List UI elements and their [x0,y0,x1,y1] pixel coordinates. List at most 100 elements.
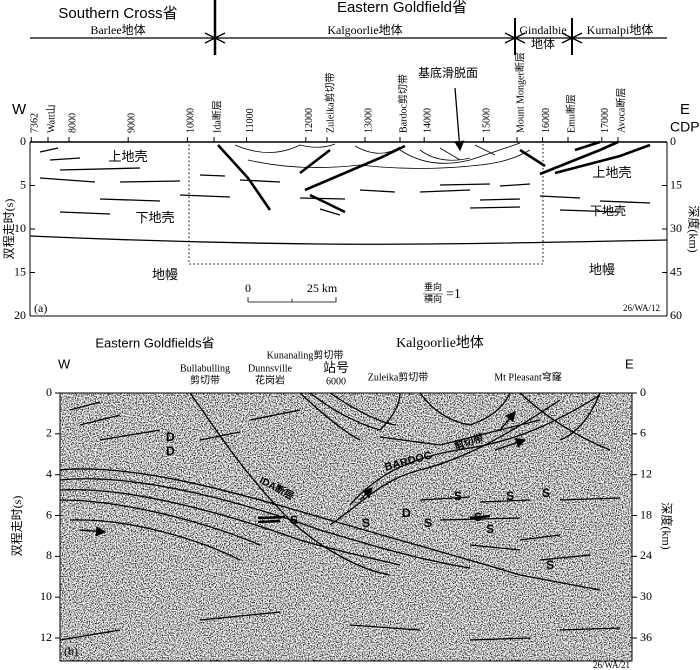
axis-tick-label: 2 [46,426,52,440]
feature-label: 花岗岩 [255,373,285,386]
axis-tick-label: 36 [640,630,652,644]
cdp-label: Watt山 [45,104,57,133]
axis-tick-label: 30 [640,589,652,603]
axis-tick-label: 30 [670,221,682,235]
axes-a: 0 5 10 15 20 0 15 30 45 60 [14,134,682,322]
ratio-label: 横向 [424,293,442,304]
axis-tick-label: 4 [46,466,52,480]
s-mark: S [362,516,370,530]
s-mark: S [474,510,482,524]
axis-tick-label: 18 [640,507,652,521]
province-label: Eastern Goldfield省 [337,0,467,16]
s-mark: S [506,489,514,503]
s-mark: S [454,489,462,503]
axis-tick-label: 0 [640,385,646,399]
axis-tick-label: 10 [40,589,52,603]
terrane-label: 地体 [531,37,555,51]
cdp-label: 8000 [67,113,78,133]
axis-tick-label: 45 [670,264,682,278]
axis-tick-label: 6 [640,426,646,440]
axis-tick-label: 15 [14,264,26,278]
annotation: 地幔 [589,262,615,277]
feature-label: Bullabulling [180,363,230,374]
annotation: 地幔 [152,267,178,282]
cdp-label: 10000 [186,108,197,133]
axis-tick-label: 60 [670,308,682,322]
s-mark: S [486,522,494,536]
cdp-label: 12000 [304,108,315,133]
axis-tick-label: 15 [670,177,682,191]
cdp-label: 9000 [126,113,137,133]
s-marks: S S S SS S SSS [290,486,554,572]
axis-title: 深度(km) [686,205,700,252]
east-label: E [680,101,690,118]
west-label: W [12,101,27,118]
axis-title: 双程走时(s) [1,199,16,260]
reflectors-b [59,392,621,641]
province-label: Southern Cross省 [58,5,177,22]
cdp-label: 11000 [245,108,256,133]
cdp-label: Emu断层 [564,94,577,133]
annotation: 上地壳 [592,165,631,180]
cdp-label: 7362 [30,113,41,133]
annotation: 下地壳 [135,210,174,225]
axis-title: 双程走时(s) [9,496,24,557]
axis-title: 深度(km) [659,502,674,549]
ratio-label: =1 [446,287,461,302]
scale-label: 25 km [307,281,338,295]
figure-code: 26/WA/21 [593,660,630,670]
cdp-label: 17000 [600,108,611,133]
feature-label: Zuleika剪切带 [368,370,429,383]
terrane-label: Barlee地体 [90,23,145,37]
axis-tick-label: 0 [670,134,676,148]
axis-tick-label: 8 [46,548,52,562]
cdp-label: Mount Monger断层 [513,52,526,133]
scale-label: 0 [245,281,251,295]
cdp-label: Avoca断层 [614,88,627,133]
axis-tick-label: 10 [14,221,26,235]
panel-label: (b) [64,644,78,658]
feature-label: Dunnsville [248,363,292,374]
annotation: 下地壳 [590,204,626,218]
terrane-label: Kurnalpi地体 [587,23,654,37]
reflectors-a [29,87,668,245]
cdp-title: CDP [670,119,700,135]
feature-label: 剪切带 [190,373,220,386]
feature-label: Mt Pleasant穹窿 [494,370,562,383]
terrane-label: Kalgoorlie地体 [396,335,484,351]
axis-tick-label: 12 [40,630,52,644]
panel-label: (a) [34,301,47,315]
feature-label: 站号 [323,360,349,375]
feature-label: Kunanaling剪切带 [267,348,344,361]
cdp-label: Bardoc剪切带 [396,74,409,133]
s-mark: S [424,516,432,530]
terrane-label: Gindalbie [519,23,566,37]
province-bar [30,0,667,55]
east-label: E [625,356,634,371]
cdp-label: 14000 [422,108,433,133]
annotation: D [166,430,175,444]
axis-tick-label: 20 [14,308,26,322]
ratio-label: 垂向 [424,281,442,292]
s-mark: S [290,513,298,527]
cdp-label: Ida断层 [210,100,223,133]
seismic-section [59,392,633,662]
axis-tick-label: 0 [20,134,26,148]
terrane-label: Kalgoorlie地体 [327,23,402,37]
figure-code: 26/WA/12 [623,303,660,313]
axis-tick-label: 12 [640,466,652,480]
s-mark: S [546,558,554,572]
annotation: 上地壳 [108,149,147,164]
annotation: D [402,506,411,520]
annotation: D [166,444,175,458]
cdp-label: 15000 [482,108,493,133]
cdp-label: 16000 [541,108,552,133]
west-label: W [58,356,71,371]
axis-tick-label: 24 [640,548,652,562]
province-label: Eastern Goldfields省 [95,335,214,350]
cdp-label: Zuleika剪切带 [323,72,336,133]
axis-tick-label: 6 [46,507,52,521]
axis-tick-label: 0 [46,385,52,399]
